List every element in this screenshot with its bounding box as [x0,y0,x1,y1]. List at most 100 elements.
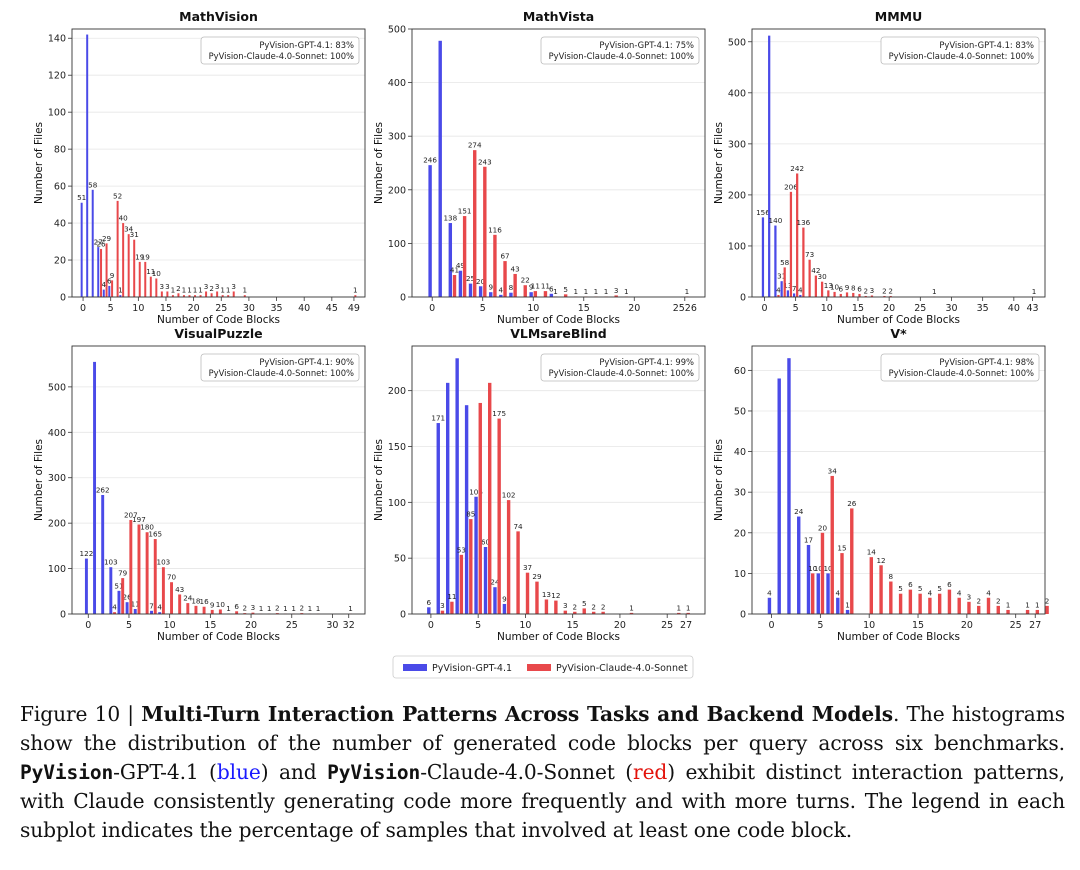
subplot-visualpuzzle: VisualPuzzle 0 100 200 300 400 500 0 5 10 15 20 25 30… [33,326,366,643]
y-axis-label: Number of Files [713,122,725,204]
bar-gpt [787,358,791,614]
shared-legend: PyVision-GPT-4.1 PyVision-Claude-4.0-Sonn… [392,655,694,679]
bar-value-label: 4 [112,603,117,612]
bar-value-label: 11 [131,600,140,609]
x-tick-label: 20 [961,620,973,631]
x-axis-label: Number of Code Blocks [157,314,280,326]
bar-claude [205,291,208,297]
bar-claude [686,612,690,614]
bar-claude [840,553,844,614]
y-tick-label: 300 [48,473,66,484]
y-tick-label: 150 [388,442,406,453]
bar-gpt [125,602,129,614]
bar-value-label: 1 [685,287,690,296]
bar-value-label: 12 [876,556,885,565]
y-tick-label: 60 [54,182,66,193]
bar-claude [889,295,892,297]
bar-claude [947,589,952,614]
bar-claude [160,291,163,297]
bar-value-label: 122 [80,549,94,558]
bar-value-label: 5 [918,584,923,593]
x-tick-label: 5 [108,303,114,314]
bar-value-label: 16 [200,597,210,606]
bar-value-label: 9 [488,283,493,292]
bar-value-label: 180 [140,523,154,532]
bar-gpt [499,294,503,297]
x-tick-label: 30 [945,303,957,314]
bar-value-label: 6 [549,284,554,293]
bar-value-label: 171 [431,414,445,423]
bar-value-label: 6 [857,284,862,293]
bar-value-label: 4 [986,588,991,597]
bar-value-label: 26 [847,499,857,508]
y-tick-label: 100 [388,239,406,250]
x-tick-label: 0 [429,303,435,314]
bar-claude [796,173,799,297]
bar-value-label: 2 [572,602,577,611]
y-tick-label: 50 [394,554,406,565]
bar-claude [506,500,511,614]
inset-legend-box [200,36,360,65]
bar-claude [820,532,825,614]
x-tick-label: 0 [428,620,434,631]
bar-claude [170,582,173,614]
bar-claude [462,216,467,297]
bar-gpt [816,573,820,614]
x-tick-label: 49 [348,303,360,314]
bar-value-label: 14 [867,548,877,557]
bar-gpt [780,281,783,297]
bar-claude [1035,609,1040,614]
bar-value-label: 5 [582,599,587,608]
bar-value-label: 1 [220,286,225,295]
bar-claude [516,531,520,614]
bar-value-label: 136 [797,218,811,227]
bar-value-label: 1 [171,286,176,295]
x-tick-label: 20 [628,303,640,314]
bar-gpt [448,223,453,297]
subplot-title: MMMU [875,9,922,24]
y-tick-label: 120 [48,71,66,82]
bar-claude [188,295,191,297]
bar-claude [839,293,842,297]
bar-gpt [774,225,777,297]
x-axis-label: Number of Code Blocks [497,314,620,326]
bar-claude [533,291,538,297]
bar-claude [1045,605,1049,614]
bar-claude [858,293,861,297]
bar-claude [497,418,501,614]
caption-label: Figure 10 | [20,702,134,726]
x-tick-label: 40 [1008,303,1020,314]
bar-claude [459,554,464,614]
bar-value-label: 1 [553,287,558,296]
bar-value-label: 18 [191,596,201,605]
bar-value-label: 105 [469,487,483,496]
bar-claude [243,295,246,297]
bar-value-label: 1 [353,286,358,295]
bar-claude [789,191,793,297]
bar-value-label: 58 [88,180,98,189]
inset-legend-box [540,353,700,382]
bar-claude [601,611,605,614]
bar-gpt [428,165,432,297]
bar-gpt [93,361,97,614]
y-tick-label: 300 [728,139,746,150]
bar-gpt [150,610,153,614]
bar-value-label: 3 [967,592,972,601]
inset-legend-text: PyVision-GPT-4.1: 75% [599,40,694,50]
bar-value-label: 5 [937,584,942,593]
bar-value-label: 165 [148,530,162,539]
bar-value-label: 31 [777,272,786,281]
bar-value-label: 4 [928,588,933,597]
bar-claude [116,200,119,297]
bar-gpt [446,382,450,614]
x-tick-label: 10 [527,303,539,314]
bar-value-label: 1 [259,604,264,613]
bar-value-label: 2 [996,596,1001,605]
bar-claude [202,606,206,614]
x-tick-label: 5 [480,303,486,314]
bar-claude [563,294,568,297]
bar-claude [251,612,255,614]
bar-claude [918,593,922,614]
inset-legend-text: PyVision-GPT-4.1: 98% [939,357,1034,367]
bar-claude [827,290,830,297]
